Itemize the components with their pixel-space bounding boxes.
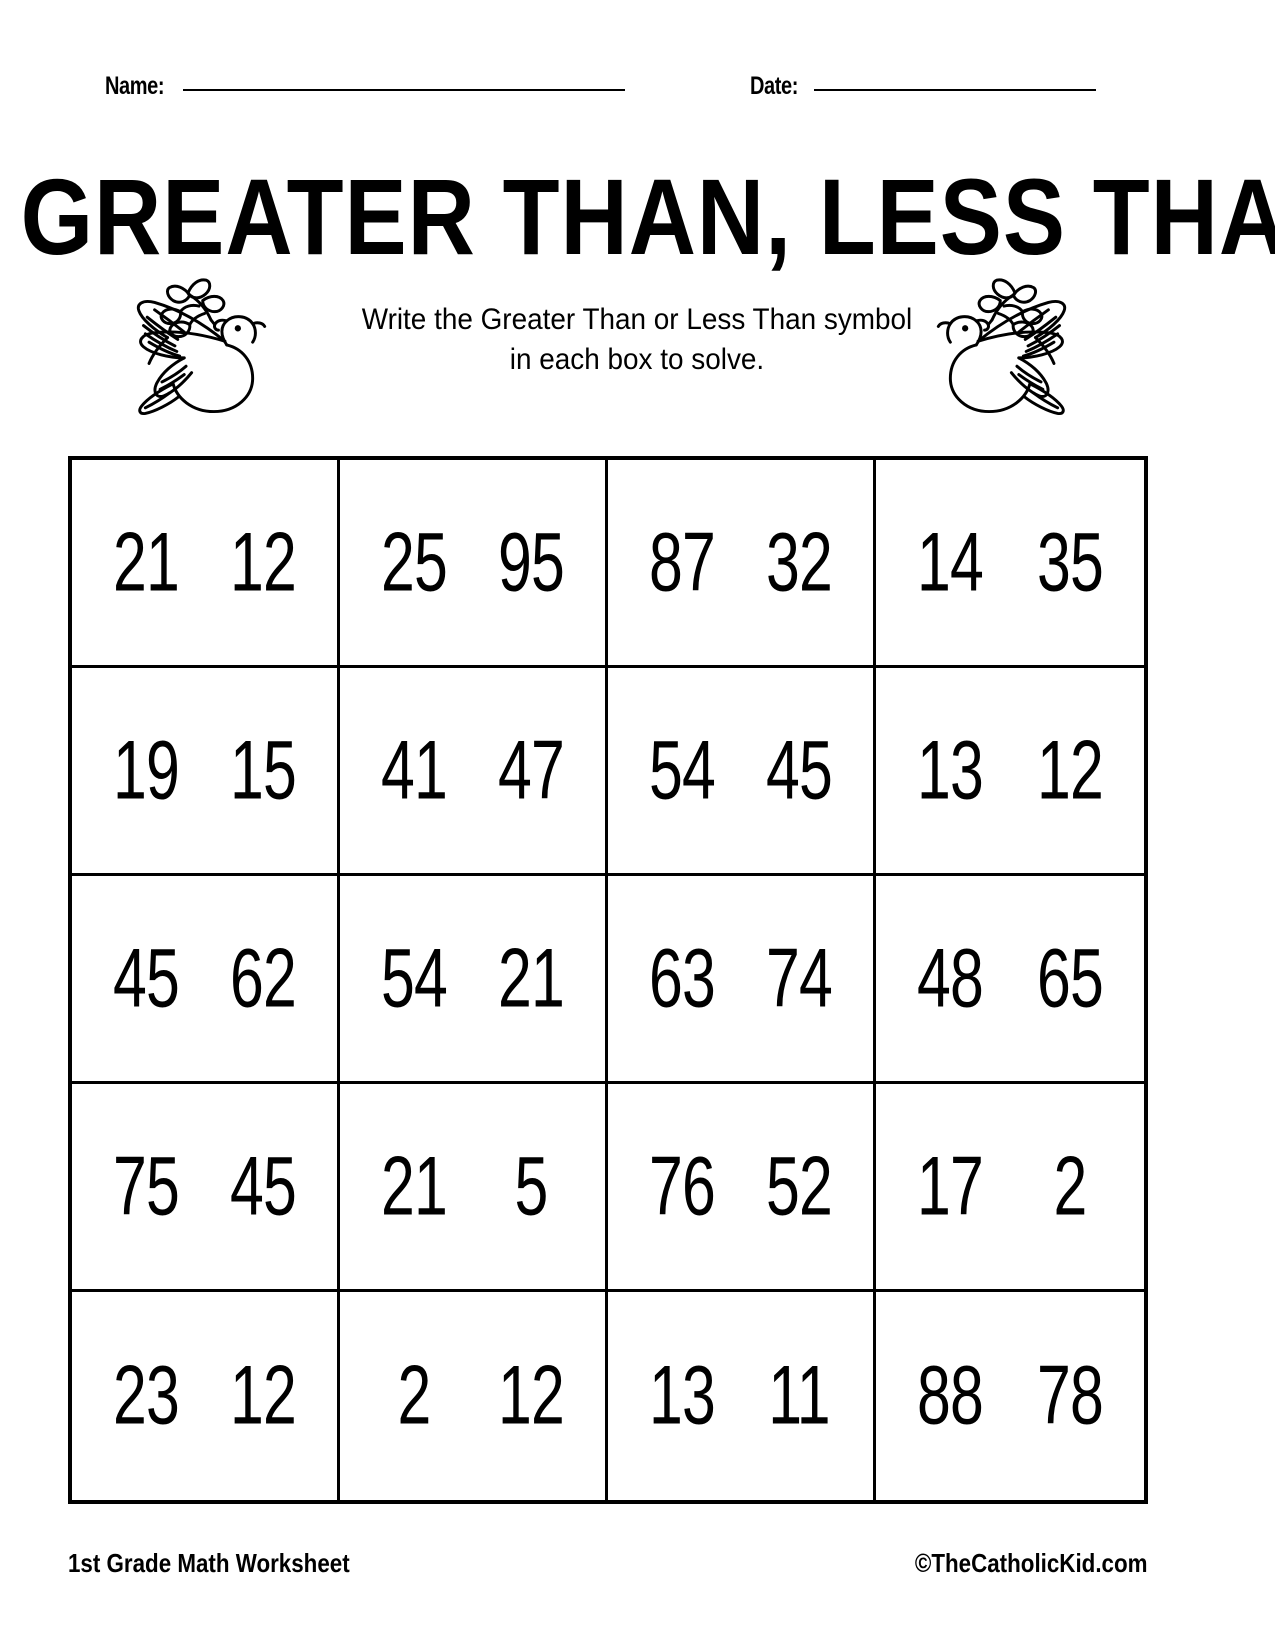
- problem-right-number: 74: [765, 931, 833, 1025]
- problem-right-number: 12: [229, 515, 297, 609]
- problem-right-number: 45: [229, 1139, 297, 1233]
- problem-right-number: 15: [229, 723, 297, 817]
- problem-cell[interactable]: 63 74: [608, 876, 876, 1084]
- problem-cell[interactable]: 54 21: [340, 876, 608, 1084]
- problem-left-number: 21: [380, 1139, 448, 1233]
- problem-cell[interactable]: 87 32: [608, 460, 876, 668]
- problem-left-number: 87: [648, 515, 716, 609]
- date-write-line[interactable]: [814, 89, 1097, 91]
- page-title-text: GREATER THAN, LESS THAN: [20, 157, 1275, 278]
- problem-left-number: 2: [397, 1348, 431, 1443]
- dove-with-olive-branch-icon: [88, 272, 273, 417]
- problem-cell[interactable]: 13 11: [608, 1292, 876, 1500]
- problem-right-number: 11: [768, 1348, 830, 1443]
- problem-cell[interactable]: 2 12: [340, 1292, 608, 1500]
- problem-cell[interactable]: 54 45: [608, 668, 876, 876]
- problem-right-number: 12: [497, 1348, 565, 1443]
- problem-right-number: 35: [1036, 515, 1104, 609]
- problem-left-number: 21: [112, 515, 180, 609]
- problem-cell[interactable]: 41 47: [340, 668, 608, 876]
- problem-grid: 21 12 25 95 87 32 14 35 19 15 41 47 54 45 13 12 45 62 54 21…: [68, 456, 1148, 1504]
- problem-right-number: 62: [229, 931, 297, 1025]
- problem-right-number: 78: [1036, 1348, 1104, 1443]
- problem-left-number: 48: [916, 931, 984, 1025]
- date-label: Date:: [750, 72, 799, 100]
- problem-right-number: 52: [765, 1139, 833, 1233]
- date-field-group: Date:: [750, 72, 1097, 101]
- problem-cell[interactable]: 45 62: [72, 876, 340, 1084]
- problem-right-number: 12: [1036, 723, 1104, 817]
- problem-left-number: 19: [112, 723, 180, 817]
- name-write-line[interactable]: [182, 89, 625, 91]
- problem-left-number: 17: [916, 1139, 984, 1233]
- name-label: Name:: [105, 72, 165, 100]
- instruction-text: Write the Greater Than or Less Than symb…: [287, 300, 987, 380]
- page-title: GREATER THAN, LESS THAN: [0, 161, 1275, 273]
- problem-right-number: 2: [1053, 1139, 1087, 1233]
- footer-grade-text: 1st Grade Math Worksheet: [68, 1548, 350, 1578]
- problem-left-number: 23: [112, 1348, 180, 1443]
- problem-left-number: 63: [648, 931, 716, 1025]
- problem-right-number: 65: [1036, 931, 1104, 1025]
- name-field-group: Name:: [105, 72, 625, 101]
- problem-cell[interactable]: 23 12: [72, 1292, 340, 1500]
- problem-cell[interactable]: 21 12: [72, 460, 340, 668]
- footer-copyright: ©TheCatholicKid.com: [877, 1546, 1148, 1580]
- footer-copyright-text: ©TheCatholicKid.com: [915, 1548, 1148, 1578]
- problem-cell[interactable]: 75 45: [72, 1084, 340, 1292]
- problem-cell[interactable]: 14 35: [876, 460, 1144, 668]
- problem-right-number: 47: [497, 723, 565, 817]
- instruction-line-2: in each box to solve.: [509, 343, 765, 376]
- problem-left-number: 54: [648, 723, 716, 817]
- problem-cell[interactable]: 13 12: [876, 668, 1144, 876]
- problem-right-number: 32: [765, 515, 833, 609]
- problem-cell[interactable]: 21 5: [340, 1084, 608, 1292]
- problem-left-number: 13: [916, 723, 984, 817]
- problem-right-number: 5: [514, 1139, 548, 1233]
- problem-left-number: 54: [380, 931, 448, 1025]
- page-footer: 1st Grade Math Worksheet ©TheCatholicKid…: [68, 1546, 1148, 1586]
- problem-cell[interactable]: 88 78: [876, 1292, 1144, 1500]
- problem-cell[interactable]: 19 15: [72, 668, 340, 876]
- problem-left-number: 45: [112, 931, 180, 1025]
- problem-cell[interactable]: 17 2: [876, 1084, 1144, 1292]
- problem-left-number: 75: [112, 1139, 180, 1233]
- problem-left-number: 41: [380, 723, 448, 817]
- instruction-line-1: Write the Greater Than or Less Than symb…: [361, 303, 913, 336]
- problem-left-number: 14: [916, 515, 984, 609]
- problem-right-number: 95: [497, 515, 565, 609]
- problem-cell[interactable]: 48 65: [876, 876, 1144, 1084]
- name-date-row: Name: Date:: [105, 72, 1105, 112]
- problem-left-number: 13: [648, 1348, 716, 1443]
- problem-right-number: 45: [765, 723, 833, 817]
- problem-cell[interactable]: 76 52: [608, 1084, 876, 1292]
- problem-left-number: 76: [648, 1139, 716, 1233]
- problem-right-number: 12: [229, 1348, 297, 1443]
- dove-with-olive-branch-icon: [930, 272, 1115, 417]
- problem-cell[interactable]: 25 95: [340, 460, 608, 668]
- footer-grade-label: 1st Grade Math Worksheet: [68, 1546, 396, 1580]
- problem-right-number: 21: [497, 931, 565, 1025]
- problem-left-number: 88: [916, 1348, 984, 1443]
- problem-left-number: 25: [380, 515, 448, 609]
